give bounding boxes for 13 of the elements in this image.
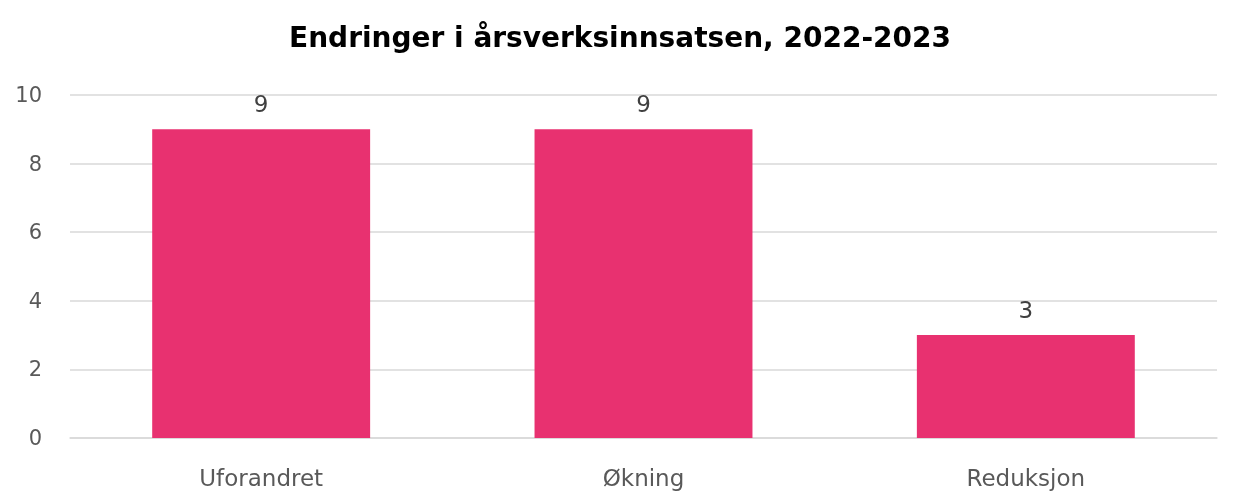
data-label: 9 [253,90,269,117]
x-tick-label: Økning [602,464,685,491]
y-tick-label: 2 [28,357,42,382]
y-tick-label: 8 [28,151,42,176]
data-label: 9 [636,90,651,117]
y-tick-label: 6 [28,220,42,245]
y-tick-label: 4 [28,288,42,313]
y-tick-label: 10 [15,83,42,107]
data-label: 3 [1018,296,1034,323]
x-tick-label: Reduksjon [966,464,1086,491]
chart-title: Endringer i årsverksinnsatsen, 2022-2023 [289,20,951,54]
x-tick-label: Uforandret [199,464,324,491]
y-tick-label: 0 [28,426,42,450]
